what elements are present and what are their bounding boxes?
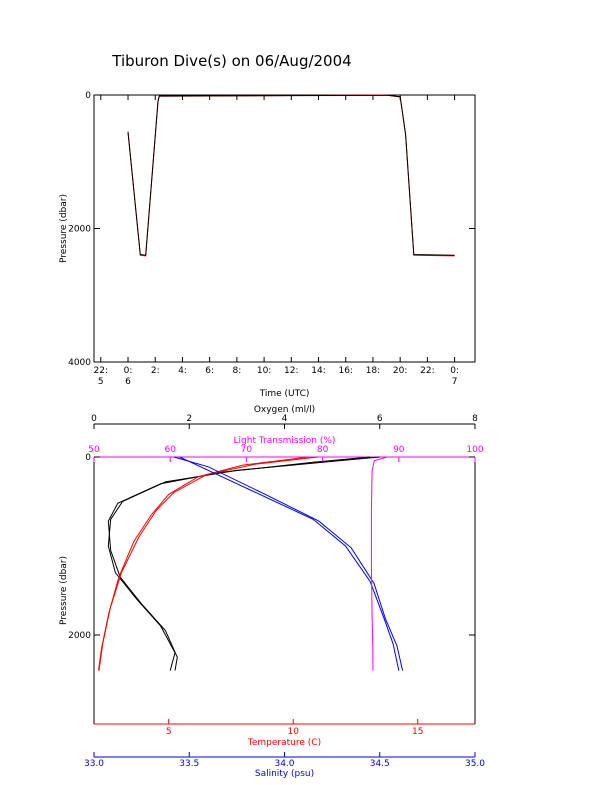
- x-axis-label: Light Transmission (%): [234, 436, 336, 446]
- x-tick-label: 34.0: [274, 759, 294, 769]
- x-tick-label: 4: [282, 414, 288, 424]
- profile-line-4: [98, 456, 309, 671]
- x-tick-label: 2:: [151, 366, 160, 376]
- y-tick-label: 0: [85, 91, 91, 101]
- x-tick-label: 10:: [257, 366, 271, 376]
- x-tick-label: 8: [472, 414, 478, 424]
- x-tick-label: 34.5: [370, 759, 390, 769]
- x-tick-label: 22:: [420, 366, 434, 376]
- x-tick-label: 6: [377, 414, 383, 424]
- x-tick-label: 100: [466, 445, 483, 455]
- x-tick-label: 33.0: [84, 759, 104, 769]
- series-line-2: [127, 94, 455, 256]
- x-tick-label: 33.5: [179, 759, 199, 769]
- x-tick-label: 80: [317, 445, 329, 455]
- y-tick-label: 2000: [68, 225, 91, 235]
- x-axis-label: Salinity (psu): [255, 769, 314, 779]
- profile-line-3: [98, 456, 319, 671]
- profile-line-5: [179, 456, 400, 671]
- x-tick-label: 70: [241, 445, 253, 455]
- x-tick-label: 10: [287, 727, 299, 737]
- y-tick-label: 0: [85, 453, 91, 463]
- y-axis-label: Pressure (dbar): [59, 194, 69, 263]
- x-tick-label: 0: [91, 414, 97, 424]
- x-tick-label: 90: [393, 445, 405, 455]
- x-tick-label: 7: [452, 377, 458, 387]
- time-pressure-chart: 22:50:62: 4: 6: 8: 10: 12: 14: 16: 18: 20: 22: 0:70…: [59, 91, 476, 399]
- x-tick-label: 5: [98, 377, 104, 387]
- x-tick-label: 22:: [94, 366, 108, 376]
- y-tick-label: 2000: [68, 631, 91, 641]
- x-tick-label: 16:: [338, 366, 352, 376]
- x-axis-label: Temperature (C): [247, 738, 321, 748]
- series-line-1: [127, 94, 455, 257]
- x-tick-label: 35.0: [465, 759, 485, 769]
- x-tick-label: 0:: [124, 366, 133, 376]
- x-tick-label: 60: [164, 445, 176, 455]
- x-tick-label: 6:: [205, 366, 214, 376]
- x-tick-label: 0:: [450, 366, 459, 376]
- x-tick-label: 14:: [311, 366, 325, 376]
- x-tick-label: 12:: [284, 366, 298, 376]
- x-tick-label: 18:: [366, 366, 380, 376]
- x-tick-label: 8:: [232, 366, 241, 376]
- x-tick-label: 5: [166, 727, 172, 737]
- x-tick-label: 2: [186, 414, 192, 424]
- x-tick-label: 6: [125, 377, 131, 387]
- plot-frame: [93, 94, 476, 363]
- y-tick-label: 4000: [68, 358, 91, 368]
- x-axis-label: Oxygen (ml/l): [254, 405, 315, 415]
- profile-line-6: [173, 456, 404, 671]
- x-tick-label: 20:: [393, 366, 407, 376]
- x-tick-label: 15: [412, 727, 423, 737]
- chart-title: Tiburon Dive(s) on 06/Aug/2004: [111, 52, 351, 70]
- x-tick-label: 4:: [178, 366, 187, 376]
- y-axis-label: Pressure (dbar): [59, 556, 69, 625]
- profile-line-2: [107, 456, 371, 671]
- profile-line-7: [370, 456, 388, 671]
- x-tick-label: 50: [88, 445, 100, 455]
- x-axis-label: Time (UTC): [259, 389, 310, 399]
